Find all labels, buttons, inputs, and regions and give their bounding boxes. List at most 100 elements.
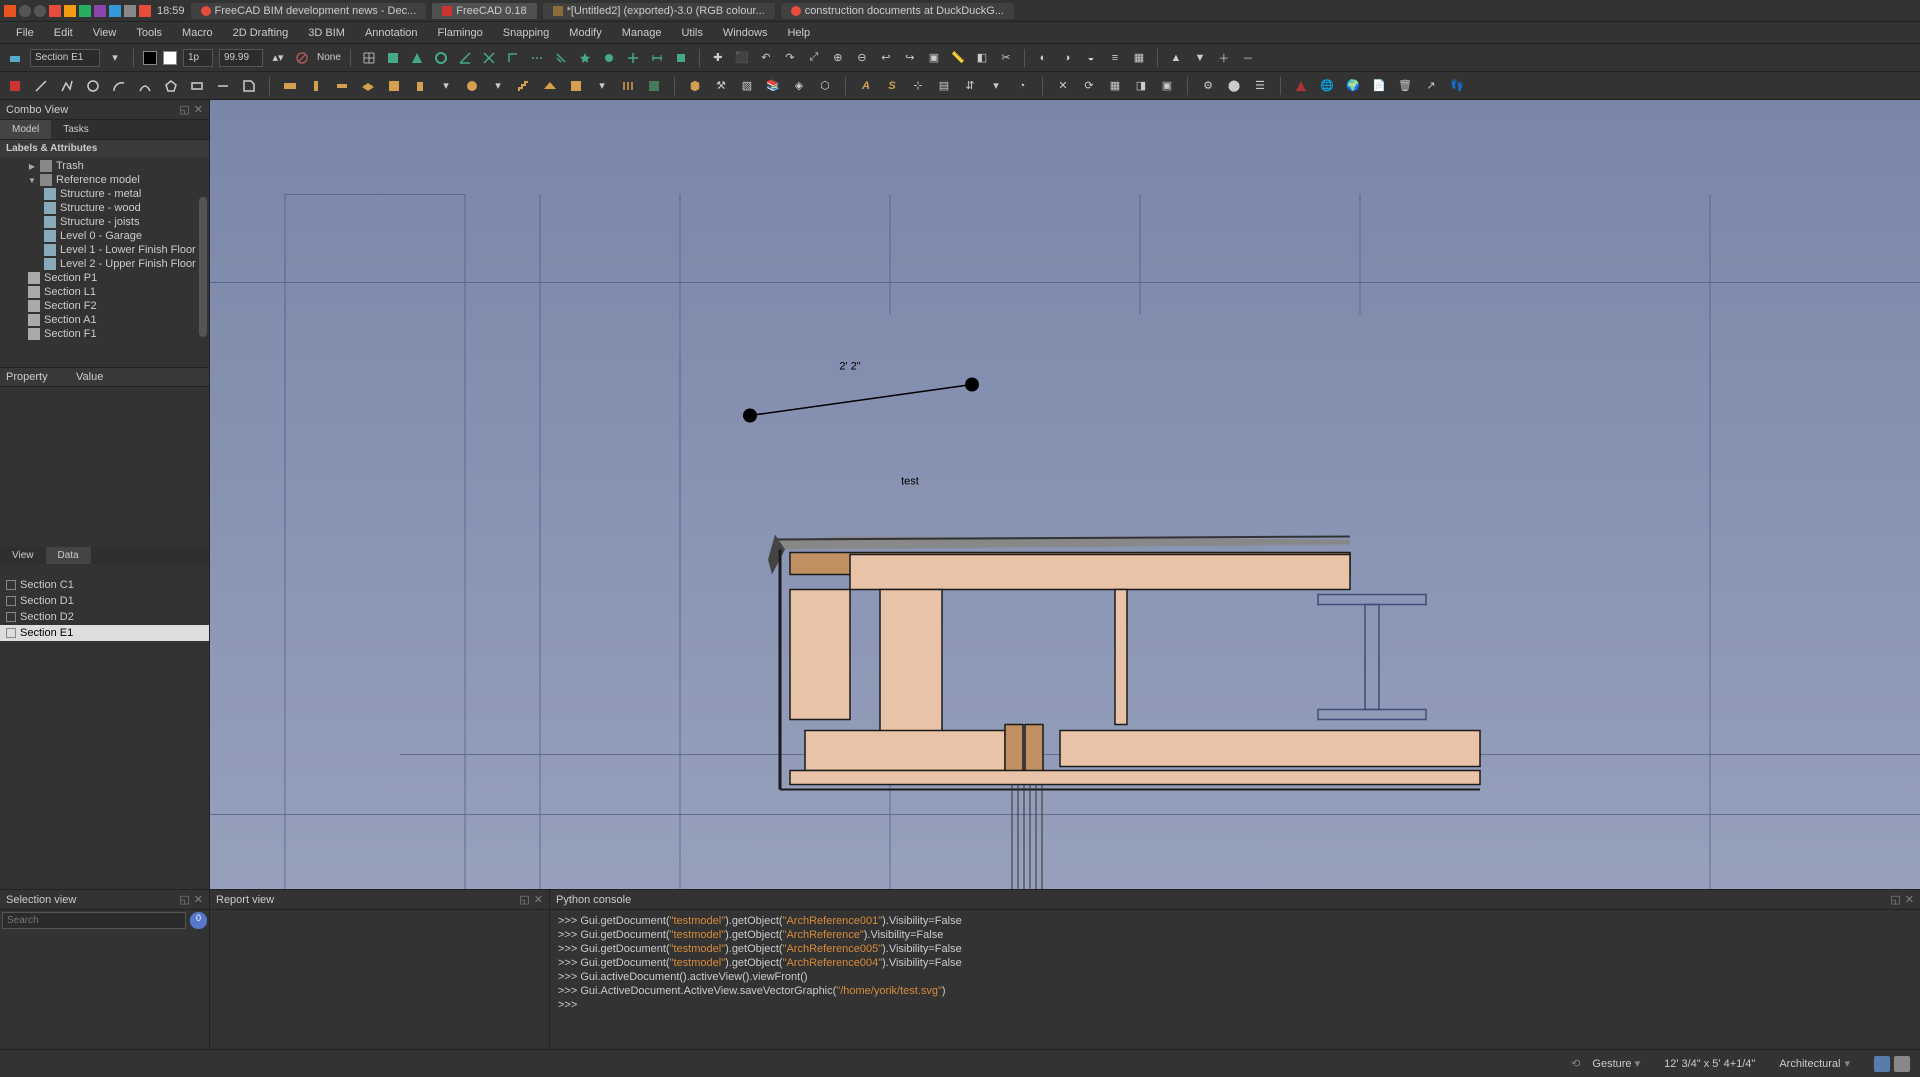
view-fit-icon[interactable]: ⤢	[805, 49, 823, 67]
undock-icon[interactable]: ◱	[179, 103, 189, 116]
snap-grid-icon[interactable]	[360, 49, 378, 67]
setup-icon[interactable]: ⚙	[1199, 77, 1217, 95]
arc-icon[interactable]	[110, 77, 128, 95]
box-icon[interactable]: ▣	[925, 49, 943, 67]
export-icon[interactable]: ↗	[1422, 77, 1440, 95]
workplane-icon[interactable]	[6, 49, 24, 67]
tray-icon[interactable]	[49, 5, 61, 17]
close-icon[interactable]: ✕	[194, 893, 203, 906]
menu-2d-drafting[interactable]: 2D Drafting	[223, 24, 299, 42]
snap-perpendicular-icon[interactable]	[504, 49, 522, 67]
pipe-connector-icon[interactable]: ▾	[489, 77, 507, 95]
layers-tool-icon[interactable]: ☰	[1251, 77, 1269, 95]
label-icon[interactable]	[240, 77, 258, 95]
menu-edit[interactable]: Edit	[44, 24, 83, 42]
tree-item[interactable]: Section F2	[0, 299, 209, 313]
rebar-icon[interactable]	[385, 77, 403, 95]
taskbar-app-tab[interactable]: construction documents at DuckDuckG...	[781, 3, 1014, 19]
roof-icon[interactable]	[541, 77, 559, 95]
globe-icon[interactable]: 🌍	[1344, 77, 1362, 95]
minimize-window-icon[interactable]	[19, 5, 31, 17]
box-3d-icon[interactable]	[686, 77, 704, 95]
status-toggle-1[interactable]	[1874, 1056, 1890, 1072]
menu-manage[interactable]: Manage	[612, 24, 672, 42]
menu-tools[interactable]: Tools	[126, 24, 172, 42]
builder-icon[interactable]: ⚒	[712, 77, 730, 95]
close-window-icon[interactable]	[4, 5, 16, 17]
polygon-icon[interactable]	[162, 77, 180, 95]
tree-item[interactable]: Section F1	[0, 327, 209, 341]
close-icon[interactable]: ✕	[194, 103, 203, 116]
tab-tasks[interactable]: Tasks	[51, 120, 101, 139]
view-zoom-in-icon[interactable]: ⊕	[829, 49, 847, 67]
line-color-swatch[interactable]	[143, 51, 157, 65]
status-toggle-2[interactable]	[1894, 1056, 1910, 1072]
layers-icon[interactable]: ≡	[1106, 49, 1124, 67]
color-icon[interactable]: ◒	[1082, 49, 1100, 67]
bezier-icon[interactable]	[136, 77, 154, 95]
tab-data[interactable]: Data	[46, 547, 91, 564]
check-icon[interactable]	[1292, 77, 1310, 95]
taskbar-app-tab[interactable]: *[Untitled2] (exported)-3.0 (RGB colour.…	[543, 3, 775, 19]
snap-endpoint-icon[interactable]	[384, 49, 402, 67]
tree-item[interactable]: Structure - wood	[0, 201, 209, 215]
snap-ortho-icon[interactable]	[624, 49, 642, 67]
maximize-window-icon[interactable]	[34, 5, 46, 17]
tree-item[interactable]: Level 2 - Upper Finish Floor	[0, 257, 209, 271]
tray-icon[interactable]	[79, 5, 91, 17]
menu-windows[interactable]: Windows	[713, 24, 778, 42]
tree-item[interactable]: Level 1 - Lower Finish Floor	[0, 243, 209, 257]
measure-icon[interactable]: 📏	[949, 49, 967, 67]
rectangle-icon[interactable]	[188, 77, 206, 95]
section-list-item[interactable]: Section D2	[0, 609, 209, 625]
ifc-icon[interactable]: ▦	[1130, 49, 1148, 67]
appearance-icon[interactable]: ◑	[1058, 49, 1076, 67]
section-list-item[interactable]: Section C1	[0, 577, 209, 593]
dimension-icon[interactable]	[214, 77, 232, 95]
material-icon[interactable]: ◐	[1034, 49, 1052, 67]
move-up-icon[interactable]: ▲	[1167, 49, 1185, 67]
remove-tool-icon[interactable]: －	[1239, 49, 1257, 67]
close-icon[interactable]: ✕	[1905, 893, 1914, 906]
construction-label[interactable]: None	[317, 52, 341, 63]
library-icon[interactable]: 📚	[764, 77, 782, 95]
redo-icon[interactable]: ↪	[901, 49, 919, 67]
view-rotate-left-icon[interactable]: ↶	[757, 49, 775, 67]
tree-item[interactable]: Section P1	[0, 271, 209, 285]
reload-icon[interactable]: ⟳	[1080, 77, 1098, 95]
view-zoom-out-icon[interactable]: ⊖	[853, 49, 871, 67]
ifc-explorer-icon[interactable]: ▦	[1106, 77, 1124, 95]
snap-center-icon[interactable]	[432, 49, 450, 67]
menu-utils[interactable]: Utils	[671, 24, 712, 42]
menu-3d-bim[interactable]: 3D BIM	[298, 24, 355, 42]
diff-icon[interactable]: ◨	[1132, 77, 1150, 95]
report-icon[interactable]: 📄	[1370, 77, 1388, 95]
tree-caret-icon[interactable]: ▶	[28, 162, 36, 171]
beam-icon[interactable]	[333, 77, 351, 95]
section-input[interactable]	[30, 49, 100, 67]
dropdown-icon[interactable]: ▾	[106, 49, 124, 67]
toggle-icon[interactable]: ◧	[973, 49, 991, 67]
undock-icon[interactable]: ◱	[1890, 893, 1900, 906]
wire-icon[interactable]	[58, 77, 76, 95]
taskbar-app-tab[interactable]: FreeCAD BIM development news - Dec...	[191, 3, 427, 19]
view-front-icon[interactable]: ⬛	[733, 49, 751, 67]
tree-item[interactable]: ▼Reference model	[0, 173, 209, 187]
menu-view[interactable]: View	[83, 24, 127, 42]
snap-dimensions-icon[interactable]	[648, 49, 666, 67]
selection-search-input[interactable]	[2, 912, 186, 929]
window-icon[interactable]: ▾	[437, 77, 455, 95]
axis-tool-icon[interactable]: ⊹	[909, 77, 927, 95]
wall-icon[interactable]	[281, 77, 299, 95]
sketch-icon[interactable]	[6, 77, 24, 95]
snap-midpoint-icon[interactable]	[408, 49, 426, 67]
tray-icon[interactable]	[64, 5, 76, 17]
menu-modify[interactable]: Modify	[559, 24, 611, 42]
snap-angle-icon[interactable]	[456, 49, 474, 67]
tree-item[interactable]: Section A1	[0, 313, 209, 327]
zoom-input[interactable]	[219, 49, 263, 67]
trash-icon[interactable]: 🗑	[1396, 77, 1414, 95]
tutorial-icon[interactable]: 👣	[1448, 77, 1466, 95]
menu-snapping[interactable]: Snapping	[493, 24, 560, 42]
text-tool-icon[interactable]: A	[857, 77, 875, 95]
